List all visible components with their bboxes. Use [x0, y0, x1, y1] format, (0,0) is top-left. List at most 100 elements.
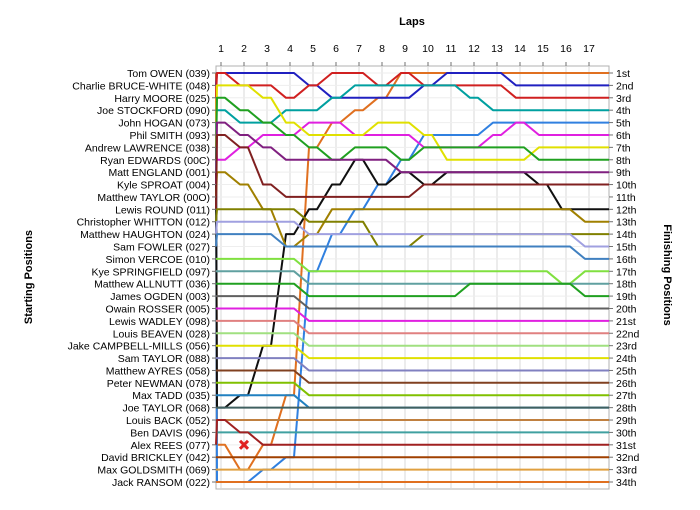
- starting-driver-label: Max TADD (035): [132, 390, 210, 402]
- starting-driver-label: Sam FOWLER (027): [113, 242, 210, 254]
- starting-driver-label: Matthew TAYLOR (00O): [97, 192, 210, 204]
- series-line-driver-31: [215, 419, 609, 446]
- finishing-position-label: 1st: [616, 68, 630, 80]
- starting-driver-label: Kyle SPROAT (004): [117, 180, 210, 192]
- series-line-driver-14: [215, 220, 609, 248]
- starting-driver-label: Matthew ALLNUTT (036): [94, 279, 210, 291]
- finishing-position-label: 7th: [616, 142, 631, 154]
- finishing-position-label: 4th: [616, 105, 631, 117]
- x-tick-label: 14: [514, 43, 526, 55]
- x-tick-label: 5: [310, 43, 316, 55]
- starting-driver-label: Jack RANSOM (022): [112, 477, 210, 489]
- starting-driver-label: Lewis WADLEY (098): [109, 316, 210, 328]
- x-tick-label: 11: [446, 43, 457, 55]
- finishing-position-label: 12th: [616, 204, 637, 216]
- finishing-position-label: 25th: [616, 365, 637, 377]
- series-line-driver-8: [215, 96, 609, 161]
- starting-driver-label: Sam TAYLOR (088): [118, 353, 210, 365]
- y-axis-title-right: Finishing Positions: [661, 224, 673, 325]
- starting-driver-label: Matthew HAUGHTON (024): [80, 229, 210, 241]
- starting-driver-label: David BRICKLEY (042): [101, 452, 210, 464]
- finishing-position-label: 33rd: [616, 465, 637, 477]
- starting-driver-label: Lewis ROUND (011): [115, 204, 210, 216]
- series-line-driver-7: [215, 84, 609, 161]
- x-tick-label: 17: [583, 43, 595, 55]
- x-tick-label: 1: [218, 43, 224, 55]
- finishing-position-label: 11th: [616, 192, 636, 204]
- starting-driver-label: Louis BEAVEN (028): [113, 328, 210, 340]
- finishing-position-label: 21st: [616, 316, 636, 328]
- x-tick-label: 2: [241, 43, 247, 55]
- finishing-position-label: 9th: [616, 167, 631, 179]
- finishing-position-label: 31st: [616, 440, 636, 452]
- starting-driver-label: Louis BACK (052): [126, 415, 210, 427]
- starting-driver-label: Peter NEWMAN (078): [107, 378, 210, 390]
- series-line-driver-25: [216, 369, 609, 384]
- finishing-position-label: 2nd: [616, 80, 634, 92]
- finishing-position-label: 15th: [616, 242, 637, 254]
- starting-driver-label: Andrew LAWRENCE (038): [85, 142, 210, 154]
- x-tick-label: 6: [333, 43, 339, 55]
- series-line-driver-19: [216, 295, 609, 310]
- starting-driver-label: Joe TAYLOR (068): [122, 403, 210, 415]
- finishing-position-label: 24th: [616, 353, 637, 365]
- finishing-position-label: 20th: [616, 303, 637, 315]
- starting-driver-label: Kye SPRINGFIELD (097): [92, 266, 210, 278]
- starting-driver-label: Charlie BRUCE-WHITE (048): [72, 80, 210, 92]
- x-axis-title: Laps: [399, 16, 425, 28]
- starting-driver-label: John HOGAN (073): [118, 118, 210, 130]
- starting-driver-label: James OGDEN (003): [110, 291, 210, 303]
- finishing-position-label: 26th: [616, 378, 637, 390]
- finishing-position-label: 29th: [616, 415, 637, 427]
- y-axis-title-left: Starting Positions: [23, 230, 35, 324]
- series-line-driver-23: [216, 344, 609, 360]
- finishing-position-label: 18th: [616, 279, 637, 291]
- starting-driver-label: Max GOLDSMITH (069): [97, 465, 210, 477]
- series-line-driver-15: [215, 233, 609, 260]
- finishing-position-label: 10th: [616, 180, 637, 192]
- x-tick-label: 10: [422, 43, 434, 55]
- series-line-driver-6: [215, 121, 609, 161]
- finishing-position-label: 32nd: [616, 452, 640, 464]
- x-tick-label: 12: [468, 43, 480, 55]
- finishing-position-label: 16th: [616, 254, 637, 266]
- starting-driver-label: Ryan EDWARDS (00C): [100, 155, 210, 167]
- series-lines: [215, 72, 609, 483]
- series-line-driver-2: [215, 72, 609, 99]
- starting-driver-label: Matthew AYRES (058): [106, 365, 210, 377]
- starting-driver-label: Phil SMITH (093): [129, 130, 210, 142]
- finishing-position-label: 14th: [616, 229, 637, 241]
- finishing-position-label: 8th: [616, 155, 631, 167]
- retirement-marker: [238, 439, 250, 450]
- starting-driver-label: Owain ROSSER (005): [106, 303, 210, 315]
- x-tick-label: 15: [537, 43, 549, 55]
- x-tick-label: 3: [264, 43, 270, 55]
- finishing-position-label: 13th: [616, 217, 637, 229]
- finishing-position-label: 27th: [616, 390, 637, 402]
- starting-driver-label: Jake CAMPBELL-MILLS (056): [68, 341, 210, 353]
- finishing-position-label: 19th: [616, 291, 637, 303]
- finishing-position-label: 17th: [616, 266, 637, 278]
- series-line-driver-12: [215, 134, 609, 210]
- series-line-driver-10: [215, 121, 609, 185]
- grid: [215, 65, 610, 490]
- starting-driver-label: Ben DAVIS (096): [130, 427, 210, 439]
- starting-driver-label: Alex REES (077): [131, 440, 210, 452]
- series-line-driver-16: [216, 257, 609, 285]
- series-line-driver-18: [216, 282, 609, 298]
- finishing-position-label: 34th: [616, 477, 637, 489]
- x-tick-label: 16: [560, 43, 572, 55]
- x-tick-label: 13: [491, 43, 503, 55]
- series-line-driver-24: [216, 357, 609, 372]
- series-line-driver-20: [216, 307, 609, 322]
- finishing-position-label: 5th: [616, 118, 631, 130]
- finishing-position-label: 6th: [616, 130, 631, 142]
- starting-driver-label: Joe STOCKFORD (090): [97, 105, 210, 117]
- finishing-position-label: 3rd: [616, 93, 631, 105]
- x-tick-label: 8: [379, 43, 385, 55]
- series-line-driver-3: [215, 72, 609, 99]
- series-line-driver-22: [216, 332, 609, 347]
- starting-driver-label: Matt ENGLAND (001): [108, 167, 210, 179]
